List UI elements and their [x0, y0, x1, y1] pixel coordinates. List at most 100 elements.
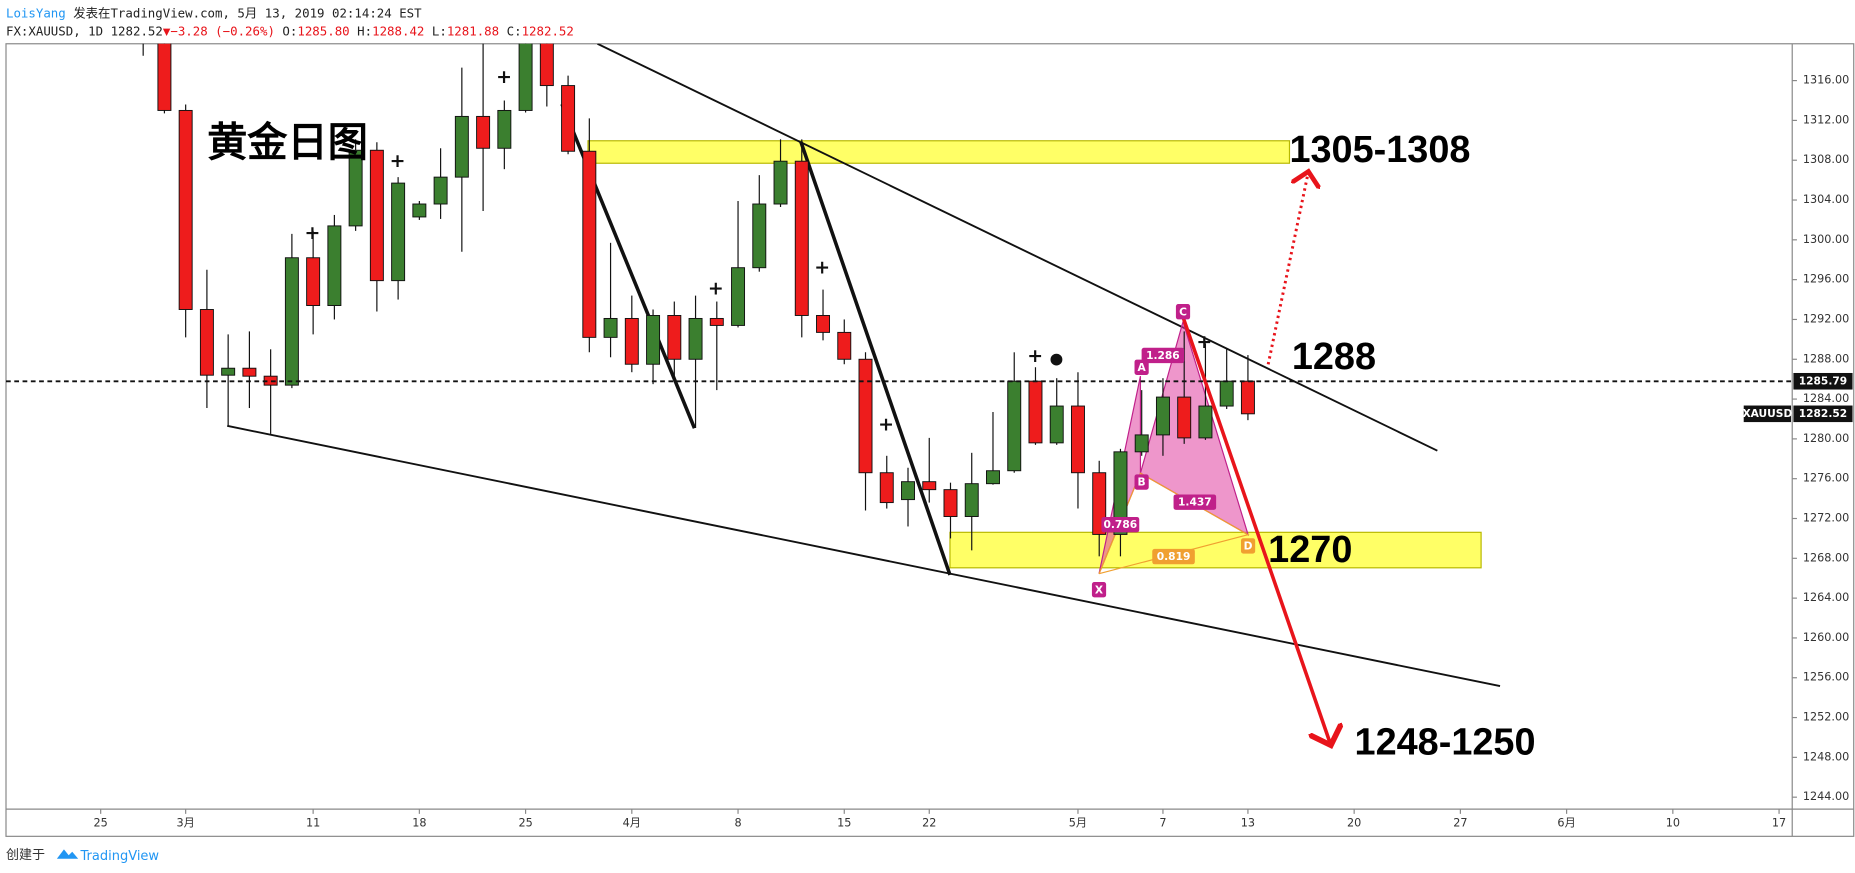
candle-body [879, 472, 894, 504]
y-tick-label: 1296.00 [1803, 273, 1849, 286]
candle-body [1177, 396, 1192, 439]
l-label: L: [432, 23, 447, 38]
point-label: A [1137, 361, 1146, 374]
x-tick-label: 22 [922, 816, 936, 829]
candle-body [242, 367, 257, 377]
annotation: 1288 [1292, 336, 1376, 378]
plus: + [496, 66, 512, 88]
zone-lower [949, 531, 1482, 569]
annotation: 1270 [1268, 529, 1352, 571]
chart-title: 黄金日图 [207, 120, 368, 165]
x-tick-label: 27 [1453, 816, 1467, 829]
candle-body [922, 481, 937, 491]
candle-body [539, 43, 554, 87]
candle-body [369, 149, 384, 282]
y-tick-label: 1300.00 [1803, 233, 1849, 246]
x-tick-label: 17 [1772, 816, 1786, 829]
x-tick-label: 25 [518, 816, 532, 829]
point-label: C [1179, 305, 1187, 318]
candle-body [412, 203, 427, 218]
x-tick-label: 20 [1347, 816, 1361, 829]
price-tag: 1285.79 [1799, 374, 1847, 387]
ratio-label: 0.819 [1157, 550, 1191, 563]
candle-body [518, 43, 533, 111]
plus: + [708, 278, 724, 300]
footer-brand[interactable]: TradingView [80, 849, 160, 864]
published: 发表在TradingView.com, 5月 13, 2019 02:14:24… [66, 6, 422, 21]
candle-body [561, 85, 576, 152]
label-box [1240, 538, 1256, 554]
y-tick-label: 1288.00 [1803, 352, 1849, 365]
candle-body [964, 483, 979, 517]
y-tick-label: 1244.00 [1803, 790, 1849, 803]
candle-body [391, 182, 406, 282]
annotation: 1305-1308 [1289, 129, 1470, 171]
candle-body [1070, 405, 1085, 474]
candle-body [1155, 396, 1170, 436]
price-tag: 1282.52 [1799, 407, 1847, 420]
x-tick-label: 10 [1666, 816, 1680, 829]
x-tick-label: 7 [1159, 816, 1166, 829]
c: 1282.52 [522, 23, 574, 38]
candle-body [454, 115, 469, 178]
label-box [1141, 347, 1185, 364]
l: 1281.88 [447, 23, 499, 38]
ratio-label: 1.437 [1178, 496, 1212, 509]
y-tick-label: 1304.00 [1803, 193, 1849, 206]
c-label: C: [507, 23, 522, 38]
candle-body [858, 358, 873, 474]
logo [56, 849, 79, 859]
candles [142, 43, 1255, 557]
candle-body [582, 150, 597, 338]
footer-created: 创建于 [6, 848, 45, 863]
y-tick-label: 1252.00 [1803, 711, 1849, 724]
candle-body [837, 331, 852, 360]
candle-body [603, 317, 618, 338]
candle-body [157, 43, 172, 111]
pattern-labels: X A B C D 1.286 1.437 0.819 0.786 [1091, 304, 1256, 598]
frame [5, 43, 1855, 837]
y-tick-label: 1268.00 [1803, 551, 1849, 564]
candle-body [1198, 405, 1213, 439]
price: 1282.52 [111, 23, 163, 38]
ratio-label: 0.786 [1104, 518, 1138, 531]
y-tick-label: 1316.00 [1803, 74, 1849, 87]
candle-body [624, 317, 639, 365]
y-tick-label: 1292.00 [1803, 312, 1849, 325]
x-tick-label: 6月 [1557, 816, 1575, 829]
label-box [1091, 582, 1107, 598]
header-line-2: FX:XAUUSD, 1D 1282.52▼−3.28 (−0.26%) O:1… [6, 23, 574, 38]
label-box [1101, 516, 1140, 533]
y-tick-label: 1248.00 [1803, 750, 1849, 763]
y-tick-label: 1280.00 [1803, 432, 1849, 445]
point-label: B [1138, 476, 1146, 489]
x-tick-label: 5月 [1069, 816, 1087, 829]
label-box [1134, 359, 1149, 375]
candle-body [1113, 451, 1128, 535]
plus: + [304, 222, 320, 244]
y-tick-label: 1256.00 [1803, 671, 1849, 684]
symbol-tag: XAUUSD [1742, 407, 1792, 420]
trendline-upper [597, 43, 1438, 452]
candle-body [1219, 380, 1234, 407]
arrow-down [1181, 316, 1331, 745]
candle-body [1028, 380, 1043, 444]
candle-body [433, 176, 448, 205]
candle-body [306, 257, 321, 306]
candle-body [1049, 405, 1064, 444]
x-tick-label: 11 [306, 816, 320, 829]
candle-body [816, 315, 831, 333]
point-label: X [1095, 583, 1103, 596]
candle-body [1007, 380, 1022, 472]
y-tick-label: 1260.00 [1803, 631, 1849, 644]
ratio-label: 1.286 [1146, 349, 1180, 362]
x-tick-label: 25 [94, 816, 108, 829]
candle-body [284, 257, 299, 386]
markers: + + + + + + + + [304, 66, 1212, 436]
author: LoisYang [6, 6, 66, 21]
candle-body [476, 115, 491, 149]
price-tag-box [1793, 405, 1853, 423]
candle-body [199, 309, 214, 376]
candle-body [497, 109, 512, 149]
